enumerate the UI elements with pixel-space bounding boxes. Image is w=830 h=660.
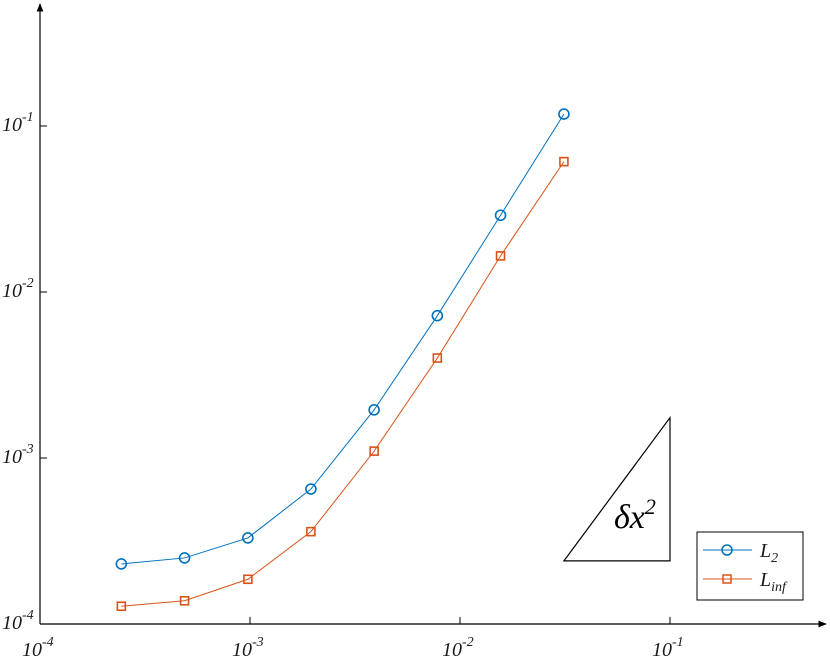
series-line-0 bbox=[121, 113, 565, 565]
legend-label-2-base: L bbox=[759, 569, 771, 591]
x-tick-label-base-0: 10 bbox=[22, 639, 42, 660]
y-tick-label-exp-2: -2 bbox=[22, 276, 34, 291]
data-point-1-7 bbox=[559, 156, 569, 167]
legend: L2 Linf bbox=[696, 531, 804, 601]
x-tick-label-2: 10-2 bbox=[442, 635, 474, 660]
data-point-1-6 bbox=[495, 251, 506, 261]
legend-label-1-sub: 2 bbox=[771, 551, 778, 566]
y-tick-label-1: 10-3 bbox=[2, 442, 34, 468]
slope-label-exponent: 2 bbox=[645, 494, 656, 519]
data-point-1-4 bbox=[369, 446, 379, 456]
legend-marker-2 bbox=[722, 574, 732, 584]
y-tick-label-base-2: 10 bbox=[2, 280, 22, 302]
series-line-1 bbox=[121, 161, 565, 607]
data-point-0-2 bbox=[242, 532, 254, 544]
slope-triangle: δx2 bbox=[562, 415, 671, 562]
y-tick-label-3: 10-1 bbox=[2, 110, 34, 136]
slope-label-base: δx bbox=[614, 499, 645, 536]
legend-label-1-base: L bbox=[759, 540, 771, 562]
series-0 bbox=[115, 108, 570, 570]
x-tick-label-exp-1: -3 bbox=[252, 635, 264, 650]
y-tick-label-exp-1: -3 bbox=[22, 442, 34, 457]
y-tick-label-base-0: 10 bbox=[2, 612, 22, 634]
y-tick-label-base-1: 10 bbox=[2, 446, 22, 468]
x-tick-label-exp-3: -1 bbox=[672, 635, 684, 650]
data-point-0-3 bbox=[305, 483, 317, 495]
x-tick-label-base-2: 10 bbox=[442, 639, 462, 660]
y-tick-label-exp-0: -4 bbox=[22, 608, 34, 623]
data-point-0-0 bbox=[115, 558, 128, 570]
series-layer bbox=[115, 108, 570, 612]
x-ticks: 10-4 10-3 10-2 10-1 bbox=[22, 617, 684, 660]
legend-label-1: L2 bbox=[759, 540, 778, 566]
legend-box bbox=[696, 531, 804, 601]
data-point-0-6 bbox=[494, 209, 507, 222]
legend-label-2: Linf bbox=[759, 569, 788, 595]
y-tick-label-0: 10-4 bbox=[2, 608, 34, 634]
data-point-0-7 bbox=[558, 108, 570, 120]
y-tick-label-exp-3: -1 bbox=[22, 110, 34, 125]
legend-marker-1 bbox=[721, 544, 733, 556]
legend-entry-2: Linf bbox=[703, 569, 788, 595]
x-tick-label-exp-2: -2 bbox=[462, 635, 474, 650]
x-tick-label-base-1: 10 bbox=[232, 639, 252, 660]
y-tick-label-2: 10-2 bbox=[2, 276, 34, 302]
y-ticks: 10-410-310-210-1 bbox=[2, 110, 47, 634]
data-point-0-1 bbox=[178, 552, 191, 564]
series-1 bbox=[116, 156, 569, 612]
axes bbox=[36, 3, 827, 628]
data-point-1-2 bbox=[243, 574, 253, 585]
legend-entry-1: L2 bbox=[703, 540, 778, 566]
data-point-0-5 bbox=[431, 309, 444, 322]
slope-label: δx2 bbox=[614, 494, 656, 536]
data-point-1-3 bbox=[306, 526, 316, 537]
x-tick-label-3: 10-1 bbox=[652, 635, 684, 660]
y-tick-label-base-3: 10 bbox=[2, 114, 22, 136]
slope-triangle-shape bbox=[562, 415, 671, 562]
legend-label-2-sub: inf bbox=[771, 580, 788, 595]
data-point-1-1 bbox=[179, 595, 190, 606]
x-tick-label-1: 10-3 bbox=[232, 635, 264, 660]
x-tick-label-base-3: 10 bbox=[652, 639, 672, 660]
data-point-0-4 bbox=[368, 404, 380, 416]
data-point-1-0 bbox=[116, 601, 127, 612]
data-point-1-5 bbox=[432, 353, 443, 363]
x-tick-label-exp-0: -4 bbox=[42, 635, 54, 650]
x-tick-label-0: 10-4 bbox=[22, 635, 54, 660]
